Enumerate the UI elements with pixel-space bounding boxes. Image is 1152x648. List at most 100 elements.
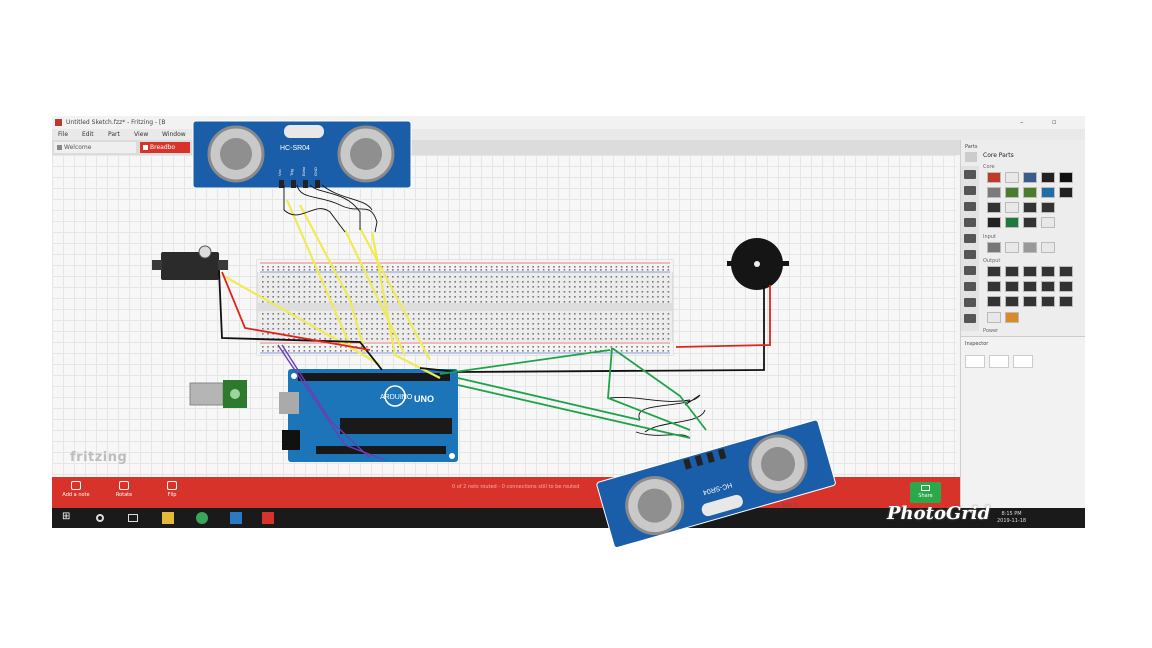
part-board[interactable] — [1023, 187, 1037, 198]
part-output-13[interactable] — [1023, 296, 1037, 307]
arduino-uno-board[interactable]: ARDUINO UNO — [279, 369, 458, 462]
part-output-12[interactable] — [1005, 296, 1019, 307]
red-wires[interactable] — [221, 271, 771, 351]
file-explorer-icon[interactable] — [162, 512, 174, 524]
add-note-button[interactable]: Add a note — [56, 480, 96, 506]
bin-sparkfun-icon[interactable] — [964, 250, 976, 259]
tab-breadboard[interactable]: Breadbo — [140, 142, 190, 153]
part-input-3[interactable] — [1023, 242, 1037, 253]
bin-adafruit-icon[interactable] — [964, 282, 976, 291]
bin-arduino-icon[interactable] — [964, 218, 976, 227]
clock-time: 8:15 PM — [1001, 511, 1022, 517]
usb-connector[interactable] — [189, 380, 247, 408]
part-chip-1[interactable] — [987, 202, 1001, 213]
part-input-4[interactable] — [1041, 242, 1055, 253]
sensor-pin-label: GND — [313, 167, 318, 176]
part-led[interactable] — [987, 172, 1001, 183]
part-output-10[interactable] — [1059, 281, 1073, 292]
inspector-field-2[interactable] — [989, 355, 1009, 368]
sensor-pin[interactable] — [279, 180, 284, 188]
bin-core-icon[interactable] — [964, 170, 976, 179]
piezo-buzzer[interactable] — [727, 238, 789, 290]
store-icon[interactable] — [230, 512, 242, 524]
part-display[interactable] — [1023, 172, 1037, 183]
bin-temp-icon[interactable] — [964, 298, 976, 307]
part-speaker[interactable] — [1059, 172, 1073, 183]
parts-header: Parts — [965, 144, 978, 150]
part-output-15[interactable] — [1059, 296, 1073, 307]
flip-button[interactable]: Flip — [152, 480, 192, 506]
inspector-label: Inspector — [965, 341, 989, 347]
fritzing-taskbar-icon[interactable] — [262, 512, 274, 524]
hc-sr04-sensor-top[interactable]: HC-SR04 Vcc Trig Echo GND — [192, 120, 412, 189]
bin-snootlab-icon[interactable] — [964, 266, 976, 275]
part-wire[interactable] — [1041, 217, 1055, 228]
part-output-8[interactable] — [1023, 281, 1037, 292]
part-output-14[interactable] — [1041, 296, 1055, 307]
section-output: Output — [983, 258, 1001, 264]
menu-bar: File Edit Part View Window — [52, 129, 1085, 140]
part-module[interactable] — [1059, 187, 1073, 198]
arduino-logo-text: ARDUINO — [380, 394, 413, 401]
menu-file[interactable]: File — [58, 131, 69, 138]
bin-seeed-icon[interactable] — [964, 234, 976, 243]
minimize-icon[interactable]: – — [1020, 118, 1024, 126]
part-output-5[interactable] — [1059, 266, 1073, 277]
part-input-2[interactable] — [1005, 242, 1019, 253]
menu-edit[interactable]: Edit — [82, 131, 94, 138]
search-circle-icon[interactable] — [96, 514, 104, 522]
part-output-4[interactable] — [1041, 266, 1055, 277]
part-output-9[interactable] — [1041, 281, 1055, 292]
bin-mine-icon[interactable] — [964, 186, 976, 195]
windows-start-icon[interactable]: ⊞ — [62, 511, 71, 522]
part-chip-3[interactable] — [1041, 202, 1055, 213]
part-power-2[interactable] — [1005, 312, 1019, 323]
part-resistor[interactable] — [1005, 172, 1019, 183]
part-chip-5[interactable] — [1023, 217, 1037, 228]
green-wires[interactable] — [439, 347, 707, 439]
menu-window[interactable]: Window — [162, 131, 186, 138]
section-input: Input — [983, 234, 996, 240]
bin-contrib-icon[interactable] — [964, 202, 976, 211]
purple-wires[interactable] — [277, 344, 386, 461]
part-chip-4[interactable] — [987, 217, 1001, 228]
inspector-field-3[interactable] — [1013, 355, 1033, 368]
part-input-1[interactable] — [987, 242, 1001, 253]
section-power: Power — [983, 328, 999, 334]
menu-view[interactable]: View — [134, 131, 149, 138]
sensor-pin[interactable] — [303, 180, 308, 188]
task-view-icon[interactable] — [128, 514, 138, 522]
part-ic[interactable] — [987, 187, 1001, 198]
breadboard-icon — [143, 145, 148, 150]
share-button[interactable]: Share — [910, 482, 941, 503]
hc-sr04-sensor-bottom[interactable]: HC-SR04 — [596, 419, 836, 549]
sensor-pin[interactable] — [291, 180, 296, 188]
part-output-2[interactable] — [1005, 266, 1019, 277]
part-breakout[interactable] — [1005, 217, 1019, 228]
part-output-11[interactable] — [987, 296, 1001, 307]
bin-search-icon[interactable] — [964, 314, 976, 323]
part-chip-2[interactable] — [1023, 202, 1037, 213]
part-pcb[interactable] — [1005, 202, 1019, 213]
part-output-6[interactable] — [987, 281, 1001, 292]
part-output-1[interactable] — [987, 266, 1001, 277]
part-camera[interactable] — [1041, 172, 1055, 183]
part-arduino[interactable] — [1041, 187, 1055, 198]
sensor-pin[interactable] — [315, 180, 320, 188]
part-output-3[interactable] — [1023, 266, 1037, 277]
rotate-button[interactable]: Rotate — [104, 480, 144, 506]
black-wires[interactable] — [283, 184, 706, 439]
menu-part[interactable]: Part — [108, 131, 120, 138]
search-icon[interactable] — [965, 152, 977, 162]
yellow-wires[interactable] — [221, 199, 441, 379]
part-output-7[interactable] — [1005, 281, 1019, 292]
servo-motor[interactable] — [152, 245, 228, 280]
tab-welcome[interactable]: Welcome — [54, 142, 136, 153]
inspector-field-1[interactable] — [965, 355, 985, 368]
chrome-icon[interactable] — [196, 512, 208, 524]
part-power-1[interactable] — [987, 312, 1001, 323]
note-icon — [71, 481, 81, 490]
flip-icon — [167, 481, 177, 490]
restore-icon[interactable]: ▫ — [1052, 118, 1057, 126]
part-lcd[interactable] — [1005, 187, 1019, 198]
